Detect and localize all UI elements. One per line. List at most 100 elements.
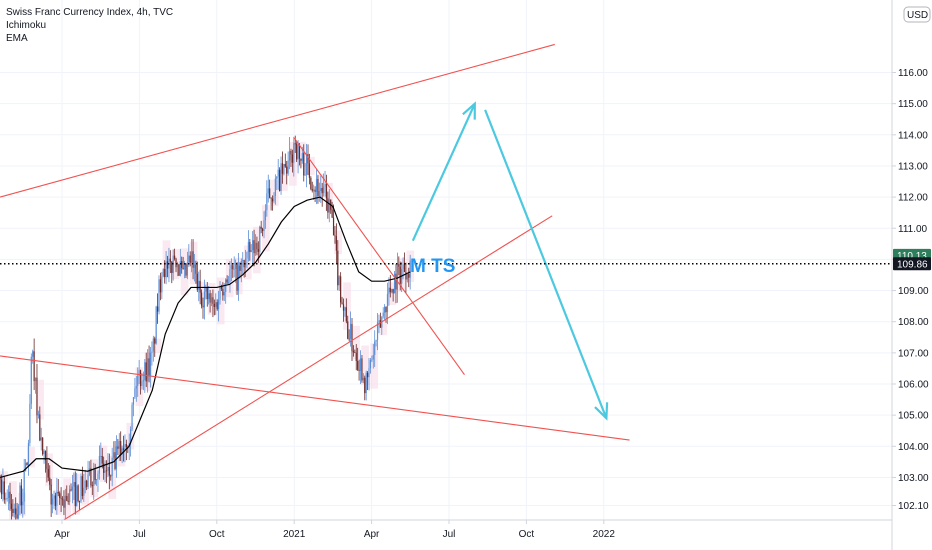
candle-body: [144, 362, 146, 381]
candle-body: [105, 470, 108, 472]
candle-body: [250, 250, 252, 252]
candle-body: [389, 287, 391, 293]
candle-body: [297, 144, 299, 160]
candle-body: [341, 302, 343, 305]
cloud-band: [135, 367, 144, 407]
price-label-text: 110.13: [897, 251, 927, 262]
candle-body: [77, 485, 79, 501]
cloud-band: [117, 444, 126, 467]
candle-body: [355, 352, 357, 362]
candle-body: [372, 354, 374, 360]
trendline-upper-channel[interactable]: [0, 43, 555, 198]
candle-body: [103, 463, 105, 473]
candle-body: [87, 474, 89, 487]
candle-body: [378, 320, 380, 323]
candle-body: [142, 380, 144, 382]
projection-arrow-up[interactable]: [411, 103, 476, 242]
candle-body: [26, 462, 28, 466]
candle-body: [71, 486, 74, 491]
candle-body: [296, 143, 298, 160]
candle-body: [259, 226, 261, 252]
candle-body: [362, 377, 364, 381]
cloud-band: [144, 352, 153, 391]
cloud-band: [18, 492, 26, 517]
legend-ema[interactable]: EMA: [6, 33, 28, 44]
candle-body: [113, 452, 115, 458]
currency-badge[interactable]: [903, 6, 931, 23]
candle-body: [349, 323, 352, 339]
candle-body: [141, 381, 143, 386]
candle-body: [30, 356, 32, 404]
candle-body: [261, 228, 264, 232]
candle-body: [88, 468, 91, 475]
candle-body: [64, 495, 66, 508]
candle-body: [39, 414, 41, 441]
candle-body: [300, 158, 302, 161]
candle-body: [321, 187, 323, 194]
candle-body: [188, 255, 190, 263]
candle-body: [57, 491, 59, 494]
price-axis[interactable]: [892, 0, 932, 550]
price-tick-label: 112.00: [898, 193, 928, 204]
projection-arrow-down[interactable]: [484, 109, 608, 419]
candle-body: [176, 264, 179, 268]
candle-body: [205, 287, 207, 292]
candle-body: [270, 197, 272, 199]
cloud-band: [216, 277, 225, 325]
candle-body: [81, 476, 83, 496]
candle-body: [9, 491, 11, 504]
candle-body: [298, 144, 301, 159]
candle-body: [73, 482, 75, 487]
cloud-band: [153, 338, 162, 354]
candle-body: [108, 466, 110, 476]
candle-body: [354, 352, 356, 354]
candle-body: [203, 291, 206, 308]
legend-ichimoku[interactable]: Ichimoku: [6, 20, 47, 31]
trendline-rising-support[interactable]: [62, 215, 553, 521]
candle-body: [256, 242, 258, 250]
candle-body: [328, 199, 330, 213]
candle-body: [93, 469, 95, 486]
candle-body: [323, 186, 325, 194]
candle-body: [90, 468, 92, 486]
candle-body: [178, 264, 180, 276]
candle-body: [148, 358, 150, 376]
candle-body: [368, 368, 370, 378]
candle-body: [222, 288, 224, 296]
candle-body: [183, 263, 186, 270]
candle-body: [34, 377, 37, 382]
candle-body: [86, 480, 88, 487]
candle-body: [2, 481, 4, 495]
candle-body: [307, 153, 309, 164]
candle-body: [122, 448, 125, 450]
candle-body: [111, 457, 113, 476]
trendline-falling-resistance[interactable]: [293, 137, 465, 375]
candle-body: [369, 360, 372, 369]
candle-body: [53, 495, 55, 499]
candle-body: [149, 352, 152, 376]
candle-body: [219, 286, 221, 300]
cloud-band: [370, 343, 379, 389]
candle-body: [206, 287, 208, 300]
candle-body: [283, 164, 285, 174]
time-tick-label: Apr: [54, 529, 70, 540]
time-tick-label: 2022: [593, 529, 616, 540]
candle-body: [358, 369, 360, 372]
candle-body: [287, 160, 289, 174]
candle-body: [332, 217, 335, 236]
annotation-text: M TS: [410, 256, 455, 277]
candle-body: [232, 265, 234, 270]
candle-body: [284, 164, 286, 167]
candle-body: [244, 258, 247, 268]
cloud-band: [243, 245, 252, 280]
legend-symbol[interactable]: Swiss Franc Currency Index, 4h, TVC: [6, 7, 174, 18]
candle-body: [6, 497, 8, 499]
candle-body: [139, 370, 142, 386]
candle-body: [264, 210, 267, 221]
candle-body: [263, 220, 265, 232]
candle-body: [145, 362, 147, 382]
time-axis[interactable]: [0, 520, 892, 550]
candle-body: [396, 264, 398, 290]
trendline-lower-support[interactable]: [0, 355, 630, 441]
